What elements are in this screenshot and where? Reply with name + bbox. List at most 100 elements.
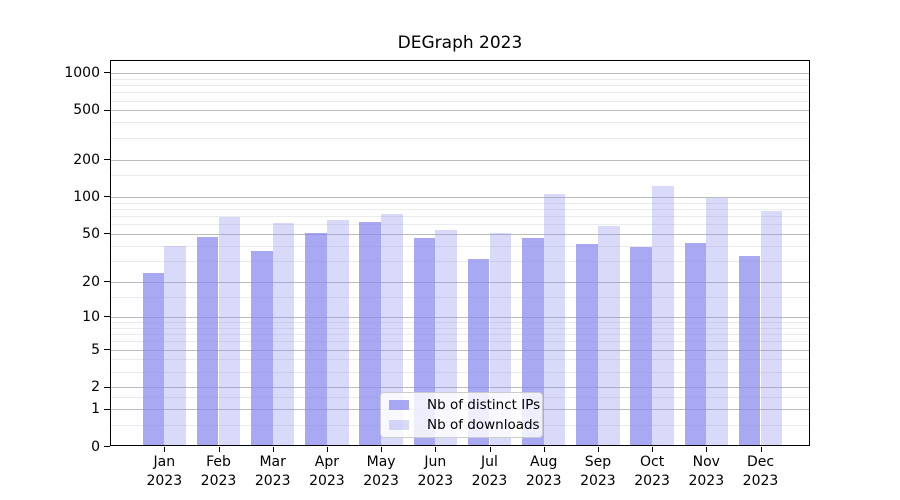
y-tick-label: 1 [91,401,100,418]
y-tick-mark [104,316,110,318]
x-tick-mark [489,446,491,452]
minor-gridline [111,100,809,102]
minor-gridline [111,245,809,247]
major-gridline [111,387,809,389]
x-tick-mark [543,446,545,452]
y-tick-label: 5 [91,341,100,358]
y-tick-label: 50 [82,225,100,242]
legend-swatch-distinct-ips [389,400,409,410]
bar-aug-downloads [543,193,566,445]
x-tick-label-jun: Jun 2023 [417,454,454,489]
bar-feb-downloads [218,216,241,445]
x-tick-mark [218,446,220,452]
bar-nov-downloads [706,197,728,445]
y-tick-mark [104,281,110,283]
bar-jun-downloads [435,230,457,445]
bar-sep-ips [576,244,598,445]
minor-gridline [111,122,809,124]
x-tick-label-mar: Mar 2023 [254,454,291,489]
x-tick-label-jan: Jan 2023 [146,454,183,489]
major-gridline [111,159,809,161]
x-tick-label-sep: Sep 2023 [580,454,616,489]
major-gridline [111,110,809,112]
x-tick-label-apr: Apr 2023 [309,454,345,489]
x-tick-label-may: May 2023 [363,454,399,489]
y-tick-mark [104,109,110,111]
bar-may-downloads [381,213,403,445]
x-tick-mark [164,446,166,452]
bar-mar-downloads [272,222,295,445]
x-tick-mark [326,446,328,452]
bar-oct-downloads [652,185,674,445]
bar-dec-downloads [760,210,783,445]
plot-area [110,60,810,446]
bar-nov-ips [684,242,707,445]
minor-gridline [111,327,809,329]
minor-gridline [111,84,809,86]
y-tick-mark [104,196,110,198]
y-tick-label: 10 [82,308,100,325]
x-tick-label-dec: Dec 2023 [742,454,779,489]
bar-dec-ips [738,255,761,445]
legend-item-distinct-ips: Nb of distinct IPs [389,397,540,413]
x-tick-label-oct: Oct 2023 [634,454,670,489]
minor-gridline [111,322,809,323]
y-tick-label: 2 [91,379,100,396]
minor-gridline [111,359,809,361]
minor-gridline [111,175,809,177]
minor-gridline [111,137,809,139]
minor-gridline [111,334,809,336]
bar-oct-ips [630,246,653,445]
y-tick-label: 20 [82,273,100,290]
bar-may-ips [359,221,382,445]
legend-label-distinct-ips: Nb of distinct IPs [427,397,541,413]
x-tick-mark [381,446,383,452]
x-tick-label-aug: Aug 2023 [525,454,562,489]
x-tick-mark [706,446,708,452]
major-gridline [111,196,809,198]
x-tick-label-nov: Nov 2023 [688,454,725,489]
bar-apr-ips [305,233,327,445]
y-tick-mark [104,446,110,447]
legend-label-downloads: Nb of downloads [427,417,540,433]
y-tick-mark [104,408,110,410]
y-tick-label: 200 [73,151,100,168]
minor-gridline [111,202,809,204]
y-tick-label: 500 [73,102,100,119]
minor-gridline [111,224,809,226]
y-tick-mark [104,159,110,161]
y-tick-label: 0 [91,438,100,455]
y-tick-mark [104,72,110,74]
major-gridline [111,281,809,283]
bar-jan-downloads [164,245,186,445]
chart-title: DEGraph 2023 [397,33,523,53]
bar-apr-downloads [326,220,349,445]
minor-gridline [111,260,809,262]
y-tick-label: 100 [73,188,100,205]
y-tick-label: 1000 [64,64,100,81]
minor-gridline [111,341,809,343]
x-tick-mark [272,446,274,452]
minor-gridline [111,92,809,94]
bar-jan-ips [142,273,165,445]
legend-item-downloads: Nb of downloads [389,417,540,433]
legend: Nb of distinct IPs Nb of downloads [380,392,543,438]
y-tick-mark [104,349,110,351]
bar-sep-downloads [597,226,620,445]
x-tick-label-feb: Feb 2023 [200,454,237,489]
major-gridline [111,233,809,235]
major-gridline [111,349,809,351]
legend-swatch-downloads [389,420,409,430]
y-tick-mark [104,233,110,235]
x-tick-mark [760,446,762,452]
y-tick-mark [104,386,110,388]
x-tick-label-jul: Jul 2023 [471,454,508,489]
minor-gridline [111,208,809,210]
minor-gridline [111,216,809,218]
x-tick-mark [597,446,599,452]
x-tick-mark [652,446,654,452]
minor-gridline [111,371,809,373]
bar-mar-ips [251,251,273,445]
major-gridline [111,72,809,74]
